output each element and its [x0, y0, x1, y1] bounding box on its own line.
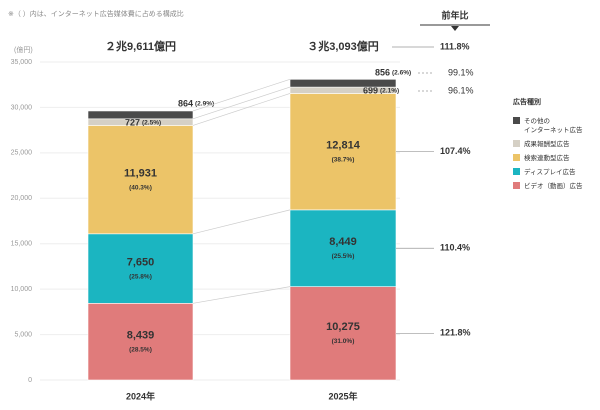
- share-label: (25.5%): [332, 253, 355, 260]
- legend-label: ディスプレイ広告: [524, 167, 576, 176]
- y-tick-label: 25,000: [11, 150, 33, 157]
- share-label: (31.0%): [332, 338, 355, 345]
- y-tick-label: 15,000: [11, 241, 33, 248]
- value-label: 699: [363, 85, 378, 95]
- bar-segment: [87, 233, 194, 304]
- yoy-label: 99.1%: [448, 67, 474, 77]
- share-label: (2.5%): [142, 120, 161, 127]
- legend-label: ビデオ（動画）広告: [524, 181, 583, 190]
- bar-segment: [87, 110, 194, 120]
- legend-swatch: [513, 154, 520, 161]
- note: ※（ ）内は、インターネット広告媒体費に占める構成比: [8, 9, 184, 18]
- value-label: 8,439: [127, 330, 155, 342]
- bar-segment: [87, 118, 194, 126]
- y-tick-label: 5,000: [14, 331, 32, 338]
- total-yoy: 111.8%: [440, 41, 470, 51]
- y-tick-label: 20,000: [11, 195, 33, 202]
- share-label: (28.5%): [129, 346, 152, 353]
- connector: [192, 86, 291, 120]
- value-label: 856: [375, 67, 390, 77]
- legend-label: その他のインターネット広告: [524, 116, 583, 134]
- x-tick-label: 2025年: [328, 390, 357, 401]
- bar-segment: [289, 209, 397, 287]
- y-unit: (億円): [14, 45, 33, 54]
- value-label: 864: [178, 98, 193, 108]
- yoy-arrow: [451, 26, 459, 31]
- y-tick-label: 30,000: [11, 104, 33, 111]
- value-label: 8,449: [329, 236, 357, 248]
- share-label: (38.7%): [332, 156, 355, 163]
- legend-swatch: [513, 168, 520, 175]
- legend-label: 検索連動型広告: [524, 153, 570, 162]
- share-label: (25.8%): [129, 273, 152, 280]
- legend-title: 広告種別: [513, 97, 541, 106]
- bar-segment: [289, 79, 397, 88]
- total-label: ２兆9,611億円: [105, 39, 176, 53]
- connector: [192, 93, 291, 126]
- y-tick-label: 0: [28, 377, 32, 384]
- yoy-label: 107.4%: [440, 146, 471, 156]
- total-label: ３兆3,093億円: [307, 39, 379, 53]
- connector: [192, 209, 291, 235]
- y-tick-label: 10,000: [11, 286, 33, 293]
- connector: [192, 78, 291, 112]
- share-label: (2.9%): [195, 101, 214, 108]
- legend-swatch: [513, 117, 520, 124]
- x-tick-label: 2024年: [126, 390, 155, 401]
- share-label: (2.1%): [380, 88, 399, 95]
- yoy-title: 前年比: [441, 9, 468, 20]
- share-label: (2.6%): [392, 70, 411, 77]
- bar-segment: [87, 303, 194, 381]
- value-label: 727: [125, 117, 140, 127]
- yoy-label: 96.1%: [448, 85, 474, 95]
- value-label: 10,275: [326, 321, 360, 333]
- legend-swatch: [513, 182, 520, 189]
- value-label: 11,931: [124, 168, 157, 180]
- yoy-label: 110.4%: [440, 243, 470, 253]
- bar-segment: [289, 286, 397, 381]
- share-label: (40.3%): [129, 184, 152, 191]
- legend-label: 成果報酬型広告: [524, 139, 570, 148]
- legend-swatch: [513, 140, 520, 147]
- value-label: 12,814: [326, 140, 361, 152]
- connector: [192, 286, 291, 304]
- y-tick-label: 35,000: [11, 59, 33, 66]
- bar-segment: [289, 93, 397, 211]
- bar-segment: [87, 125, 194, 235]
- value-label: 7,650: [127, 256, 155, 268]
- yoy-label: 121.8%: [440, 328, 471, 338]
